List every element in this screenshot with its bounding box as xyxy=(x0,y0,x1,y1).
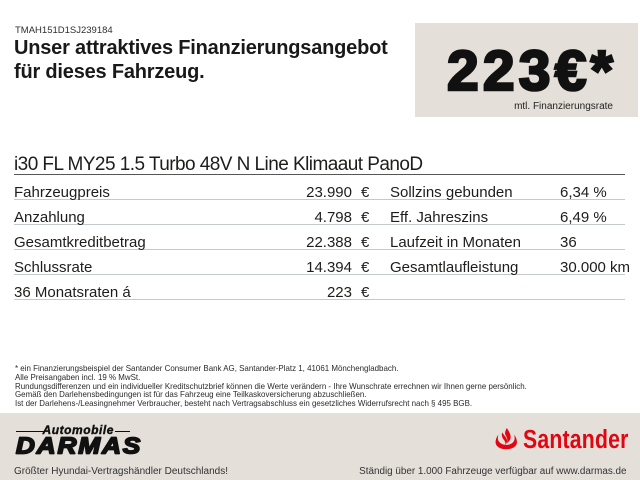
svg-text:DARMAS: DARMAS xyxy=(16,433,142,459)
